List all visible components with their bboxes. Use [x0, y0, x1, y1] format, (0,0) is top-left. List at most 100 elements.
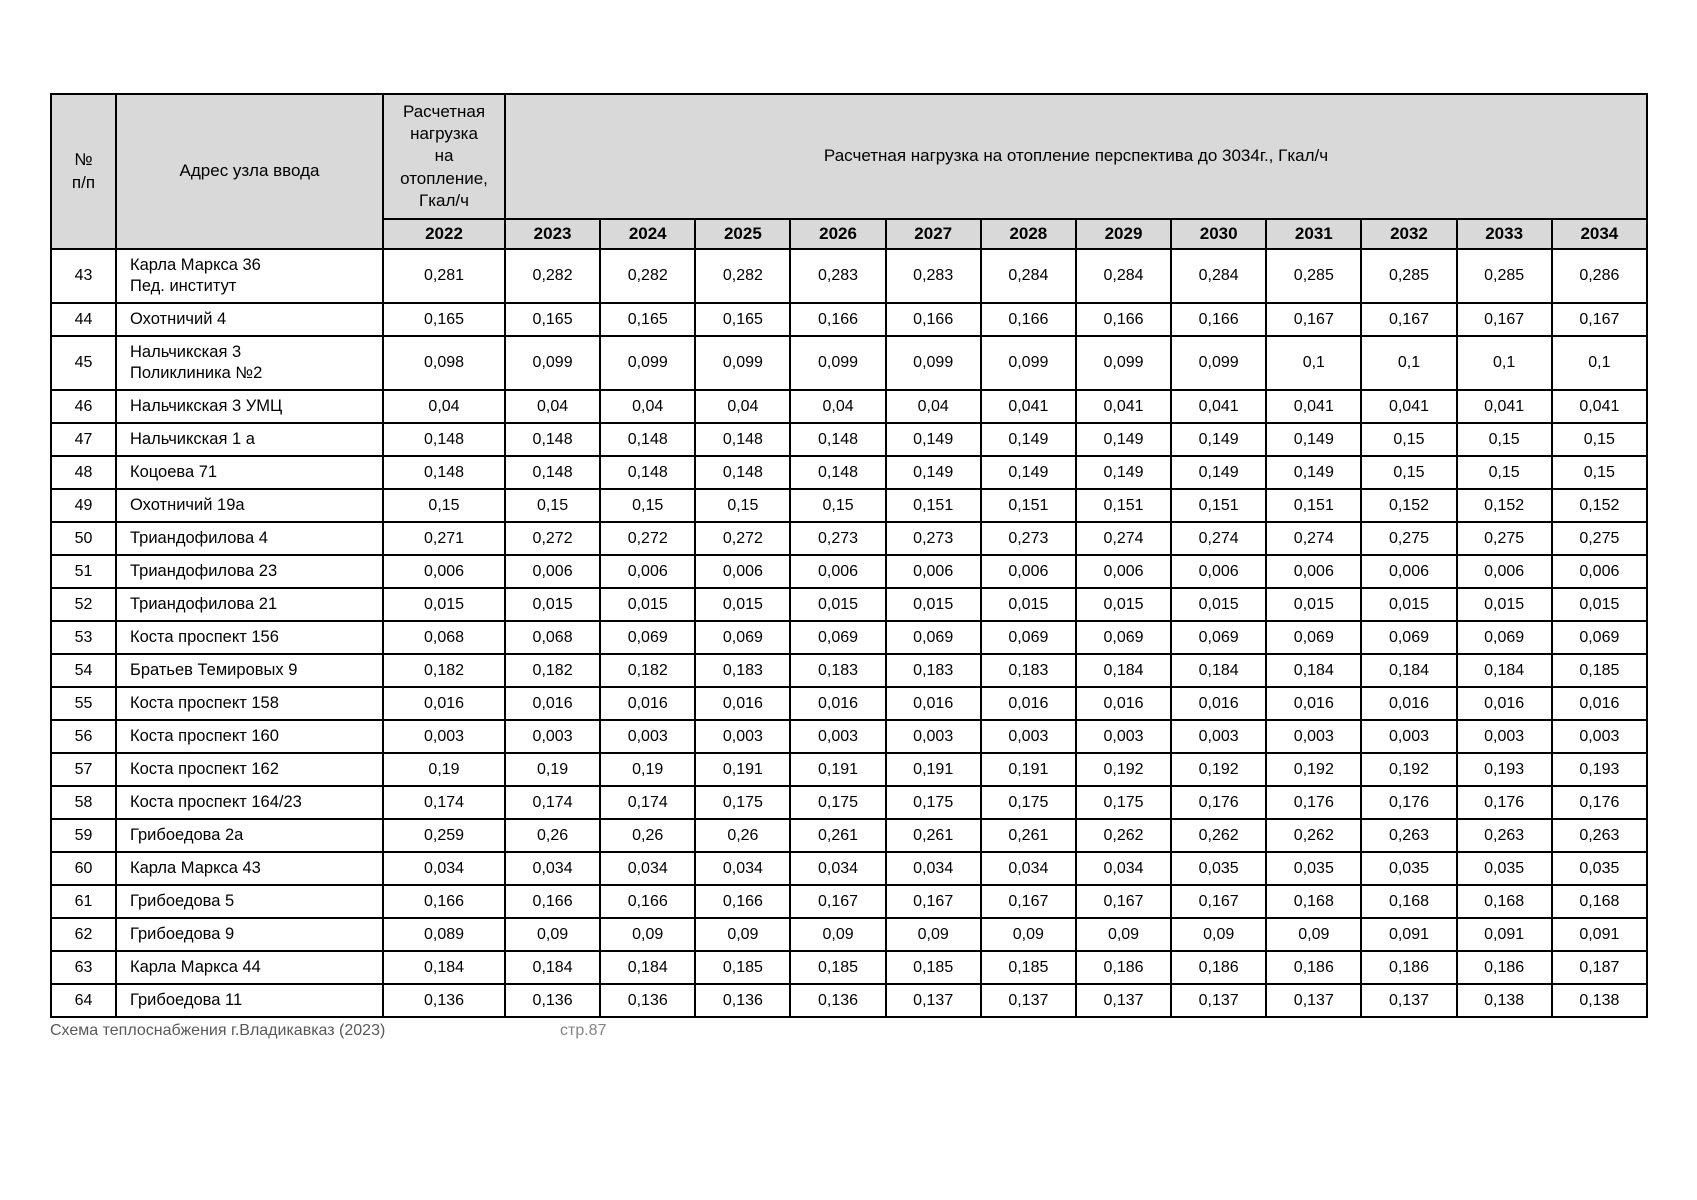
- load-value-2024: 0,184: [599, 950, 697, 985]
- row-number: 63: [50, 950, 117, 985]
- load-value-2024: 0,003: [599, 719, 697, 754]
- row-number: 44: [50, 302, 117, 337]
- load-value-2027: 0,006: [884, 554, 982, 589]
- load-value-2030: 0,035: [1170, 851, 1268, 886]
- load-value-2034: 0,069: [1550, 620, 1649, 655]
- load-value-2032: 0,137: [1360, 983, 1458, 1018]
- load-value-2029: 0,099: [1074, 335, 1173, 391]
- row-number: 64: [50, 983, 117, 1018]
- load-value-2031: 0,176: [1265, 785, 1363, 820]
- load-value-2026: 0,261: [789, 818, 887, 853]
- address-cell: Коста проспект 156: [115, 620, 384, 655]
- load-value-2029: 0,149: [1074, 455, 1173, 490]
- table-row-59: 59 Грибоедова 2а 0,259 0,26 0,26 0,26 0,261 0,2…: [50, 818, 1649, 853]
- load-value-2026: 0,148: [789, 455, 887, 490]
- load-value-2033: 0,003: [1455, 719, 1553, 754]
- load-value-2030: 0,016: [1170, 686, 1268, 721]
- load-value-2022: 0,174: [382, 785, 506, 820]
- table-row-57: 57 Коста проспект 162 0,19 0,19 0,19 0,191 0,1…: [50, 752, 1649, 787]
- load-value-2032: 0,016: [1360, 686, 1458, 721]
- table-row-54: 54 Братьев Темировых 9 0,182 0,182 0,182 0,18…: [50, 653, 1649, 688]
- row-number: 52: [50, 587, 117, 622]
- row-number: 56: [50, 719, 117, 754]
- load-value-2025: 0,26: [694, 818, 792, 853]
- load-value-2033: 0,193: [1455, 752, 1553, 787]
- row-number: 45: [50, 335, 117, 391]
- load-value-2023: 0,015: [503, 587, 602, 622]
- load-value-2026: 0,167: [789, 884, 887, 919]
- load-value-2032: 0,263: [1360, 818, 1458, 853]
- load-value-2033: 0,15: [1455, 455, 1553, 490]
- load-value-2028: 0,09: [979, 917, 1077, 952]
- load-value-2029: 0,149: [1074, 422, 1173, 457]
- load-value-2024: 0,19: [599, 752, 697, 787]
- load-value-2023: 0,136: [503, 983, 602, 1018]
- load-value-2026: 0,016: [789, 686, 887, 721]
- load-value-2025: 0,272: [694, 521, 792, 556]
- load-value-2032: 0,184: [1360, 653, 1458, 688]
- load-value-2027: 0,273: [884, 521, 982, 556]
- load-value-2031: 0,1: [1265, 335, 1363, 391]
- row-number: 50: [50, 521, 117, 556]
- heating-load-table: № п/п Адрес узла ввода Расчетная нагрузк…: [50, 93, 1649, 1018]
- load-value-2032: 0,091: [1360, 917, 1458, 952]
- address-cell: Коста проспект 162: [115, 752, 384, 787]
- load-value-2033: 0,285: [1455, 248, 1553, 304]
- load-value-2024: 0,09: [599, 917, 697, 952]
- load-value-2022: 0,04: [382, 389, 506, 424]
- load-value-2023: 0,166: [503, 884, 602, 919]
- footer-doc-title: Схема теплоснабжения г.Владикавказ (2023…: [50, 1022, 386, 1039]
- load-value-2032: 0,035: [1360, 851, 1458, 886]
- load-value-2022: 0,19: [382, 752, 506, 787]
- load-value-2027: 0,183: [884, 653, 982, 688]
- load-value-2034: 0,1: [1550, 335, 1649, 391]
- load-value-2034: 0,006: [1550, 554, 1649, 589]
- table-row-48: 48 Коцоева 71 0,148 0,148 0,148 0,148 0,148 0,1…: [50, 455, 1649, 490]
- load-value-2030: 0,176: [1170, 785, 1268, 820]
- load-value-2022: 0,148: [382, 422, 506, 457]
- table-header: № п/п Адрес узла ввода Расчетная нагрузк…: [50, 93, 1649, 250]
- load-value-2030: 0,137: [1170, 983, 1268, 1018]
- load-value-2031: 0,167: [1265, 302, 1363, 337]
- load-value-2024: 0,272: [599, 521, 697, 556]
- load-value-2029: 0,262: [1074, 818, 1173, 853]
- load-value-2030: 0,184: [1170, 653, 1268, 688]
- load-value-2022: 0,166: [382, 884, 506, 919]
- table-row-50: 50 Триандофилова 4 0,271 0,272 0,272 0,272 0,2…: [50, 521, 1649, 556]
- load-value-2028: 0,185: [979, 950, 1077, 985]
- load-value-2028: 0,149: [979, 422, 1077, 457]
- year-header-2023: 2023: [503, 218, 602, 250]
- load-value-2022: 0,259: [382, 818, 506, 853]
- heating-load-table-wrap: № п/п Адрес узла ввода Расчетная нагрузк…: [50, 93, 1649, 1018]
- address-cell: Коста проспект 164/23: [115, 785, 384, 820]
- load-value-2025: 0,191: [694, 752, 792, 787]
- load-value-2030: 0,149: [1170, 455, 1268, 490]
- load-value-2028: 0,149: [979, 455, 1077, 490]
- year-header-2027: 2027: [884, 218, 982, 250]
- load-value-2030: 0,006: [1170, 554, 1268, 589]
- year-header-2022: 2022: [382, 218, 506, 250]
- load-value-2031: 0,285: [1265, 248, 1363, 304]
- load-value-2034: 0,035: [1550, 851, 1649, 886]
- year-header-2034: 2034: [1550, 218, 1649, 250]
- load-value-2029: 0,284: [1074, 248, 1173, 304]
- load-value-2022: 0,148: [382, 455, 506, 490]
- load-value-2034: 0,041: [1550, 389, 1649, 424]
- load-value-2031: 0,151: [1265, 488, 1363, 523]
- load-value-2031: 0,016: [1265, 686, 1363, 721]
- header-row-titles: № п/п Адрес узла ввода Расчетная нагрузк…: [50, 93, 1648, 250]
- load-value-2023: 0,15: [503, 488, 602, 523]
- load-value-2027: 0,166: [884, 302, 982, 337]
- address-cell: Триандофилова 4: [115, 521, 384, 556]
- load-value-2022: 0,281: [382, 248, 506, 304]
- load-value-2025: 0,136: [694, 983, 792, 1018]
- table-row-53: 53 Коста проспект 156 0,068 0,068 0,069 0,069…: [50, 620, 1649, 655]
- load-value-2033: 0,184: [1455, 653, 1553, 688]
- load-value-2034: 0,185: [1550, 653, 1649, 688]
- load-value-2031: 0,192: [1265, 752, 1363, 787]
- load-value-2032: 0,275: [1360, 521, 1458, 556]
- address-cell: Коста проспект 160: [115, 719, 384, 754]
- load-value-2029: 0,041: [1074, 389, 1173, 424]
- load-value-2034: 0,167: [1550, 302, 1649, 337]
- load-value-2029: 0,09: [1074, 917, 1173, 952]
